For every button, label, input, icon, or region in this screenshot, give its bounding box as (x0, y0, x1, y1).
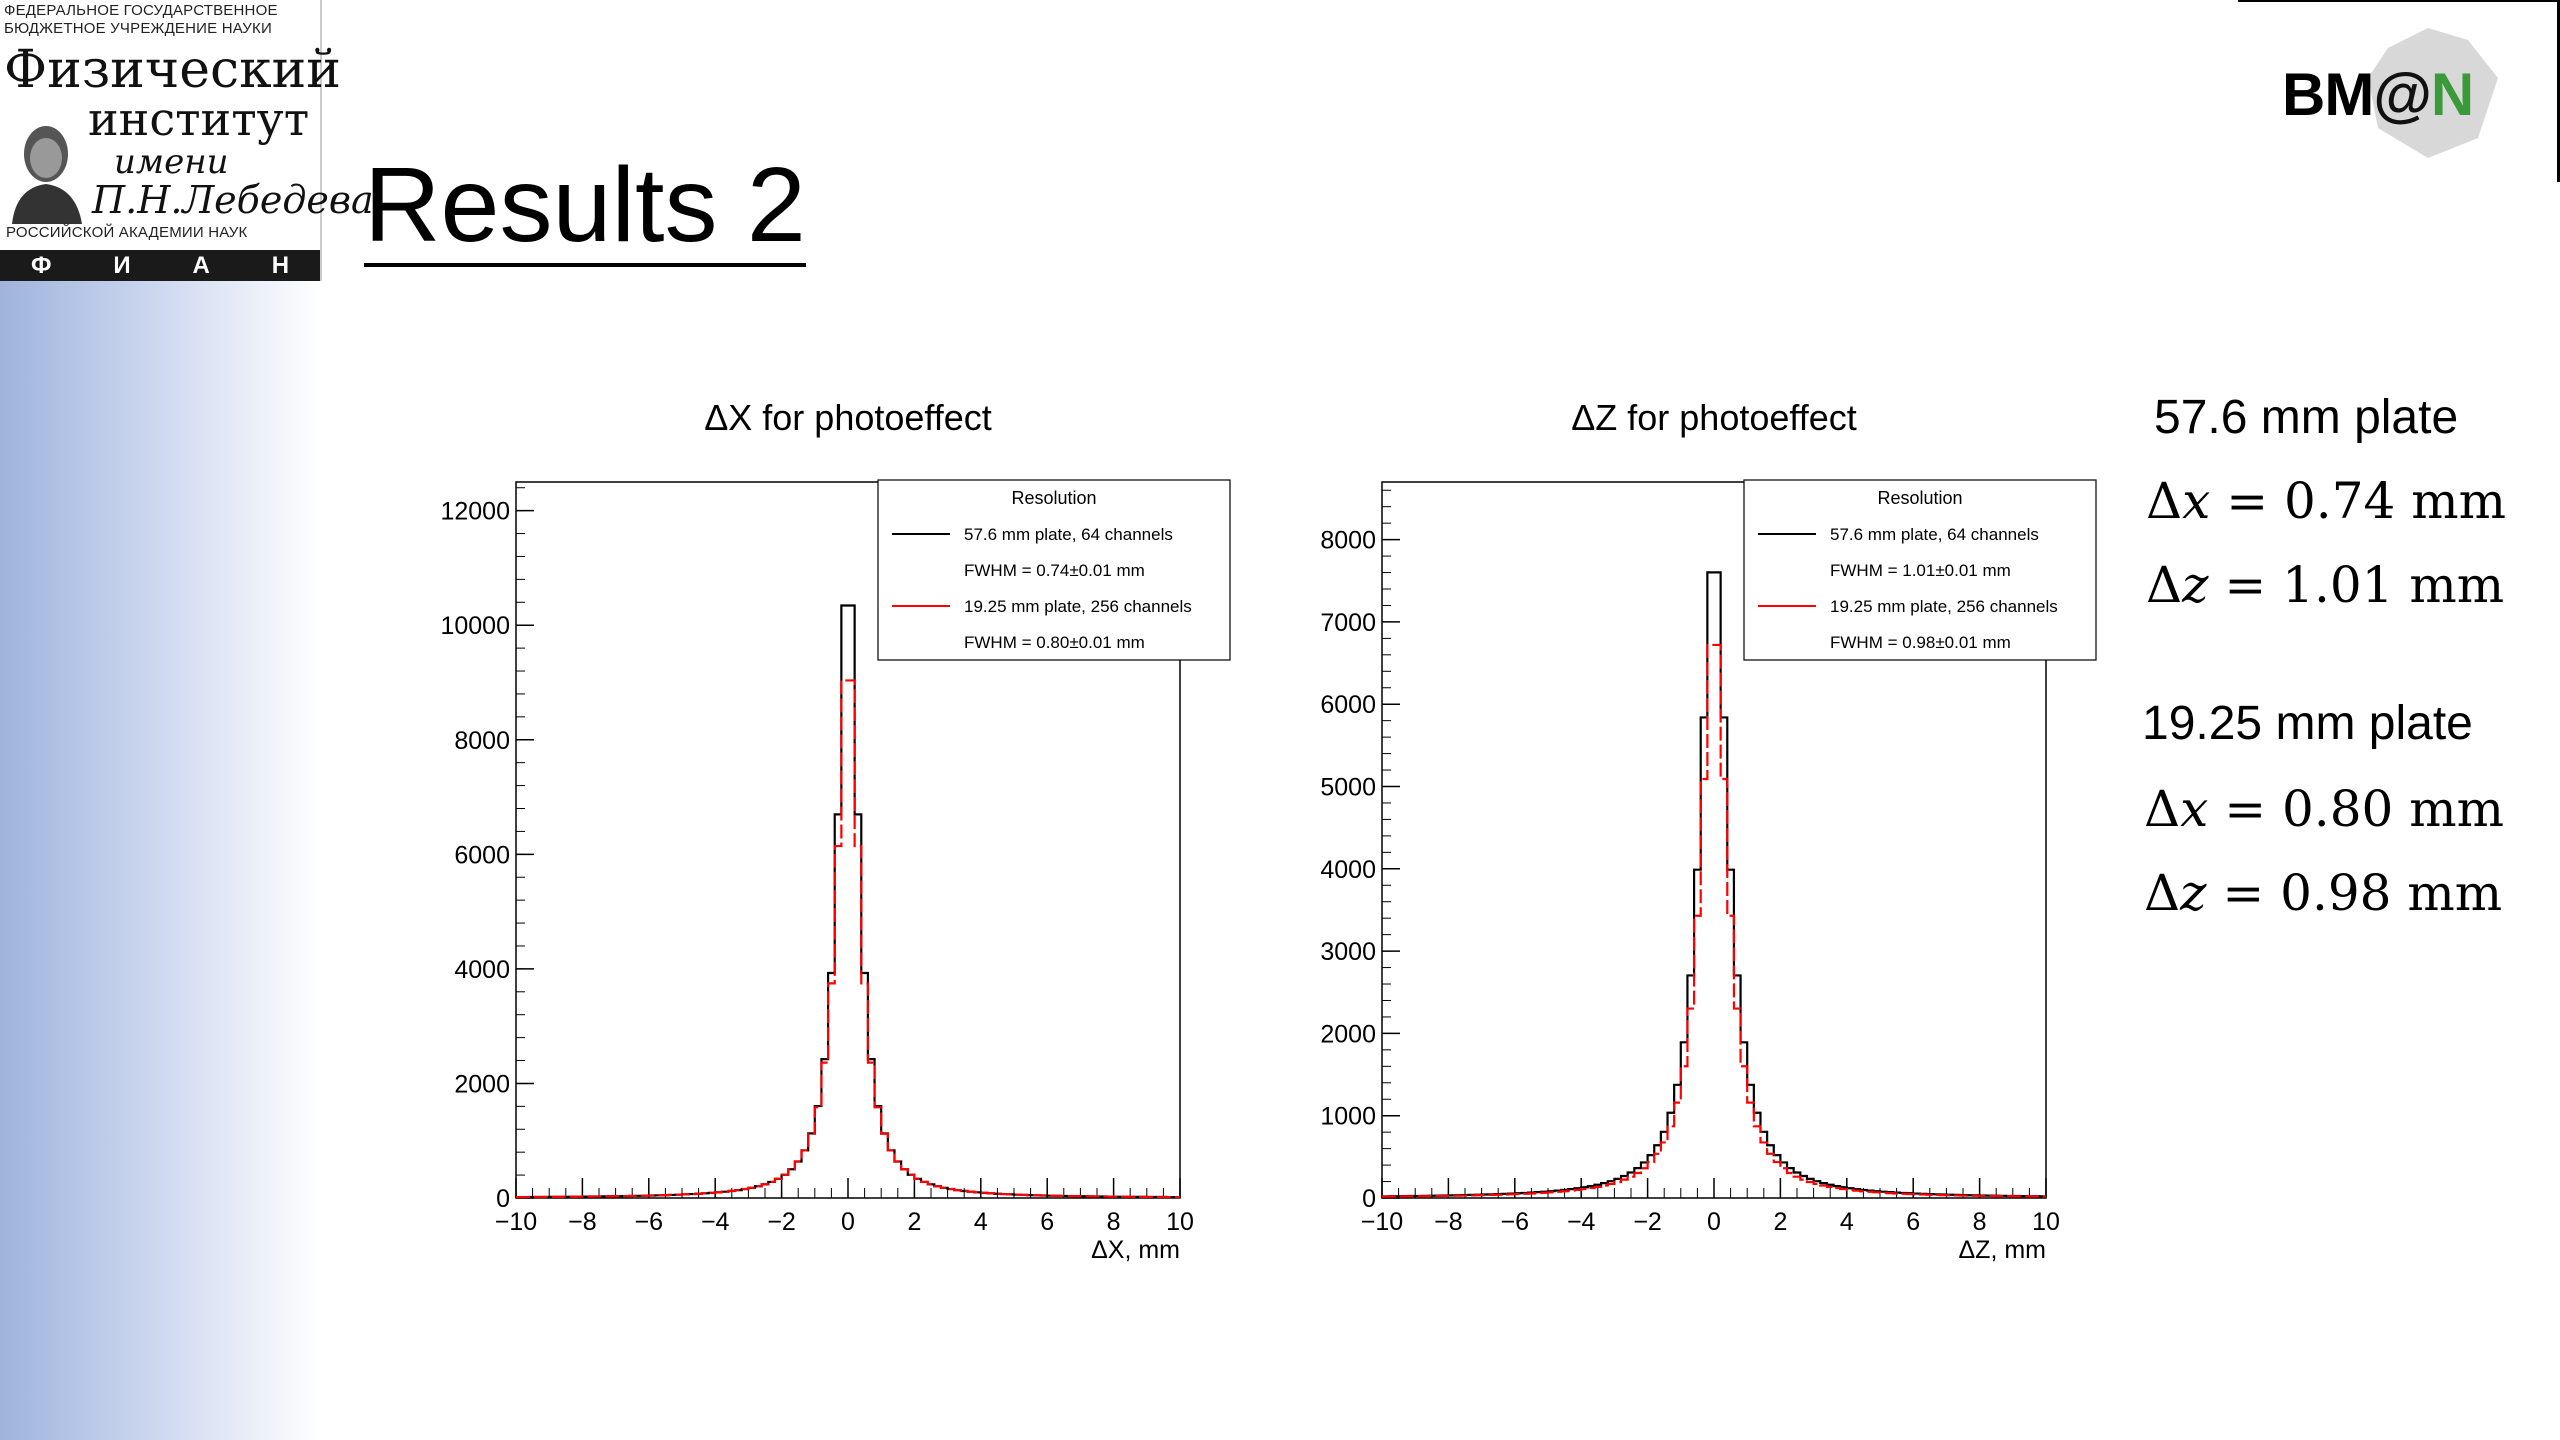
legend-sublabel: FWHM = 0.74±0.01 mm (964, 561, 1145, 580)
x-tick-label: 6 (1906, 1208, 1920, 1236)
bmn-wordmark: BM@N (2282, 60, 2474, 129)
bmn-text-b: @ (2373, 61, 2432, 128)
x-axis-label: ΔX, mm (1091, 1236, 1180, 1264)
y-tick-label: 2000 (454, 1070, 510, 1098)
y-tick-label: 3000 (1320, 938, 1376, 966)
logo-line2: БЮДЖЕТНОЕ УЧРЕЖДЕНИЕ НАУКИ (4, 20, 272, 37)
plate2-dz: Δz = 0.98 mm (2144, 864, 2503, 922)
x-tick-label: 0 (1707, 1208, 1721, 1236)
x-tick-label: −6 (635, 1208, 664, 1236)
chart-delta-x: ΔX for photoeffect 0 2000 4000 6000 8000 10000… (440, 397, 1231, 1264)
x-tick-label: −4 (701, 1208, 730, 1236)
x-tick-label: −2 (767, 1208, 796, 1236)
x-tick-label: 6 (1040, 1208, 1054, 1236)
band-letter: И (113, 251, 131, 279)
y-tick-label: 4000 (1320, 856, 1376, 884)
y-tick-label: 6000 (454, 841, 510, 869)
plate1-dz: Δz = 1.01 mm (2146, 556, 2505, 614)
y-tick-label: 2000 (1320, 1020, 1376, 1048)
legend-sublabel: FWHM = 0.80±0.01 mm (964, 633, 1145, 652)
y-tick-label: 8000 (1320, 527, 1376, 555)
y-tick-label: 10000 (440, 612, 510, 640)
legend-title: Resolution (1011, 488, 1096, 508)
chart-title: ΔZ for photoeffect (1571, 397, 1857, 438)
logo-line1: ФЕДЕРАЛЬНОЕ ГОСУДАРСТВЕННОЕ (4, 2, 278, 19)
x-tick-label: 10 (1166, 1208, 1194, 1236)
y-tick-label: 0 (496, 1185, 510, 1213)
legend-sublabel: FWHM = 1.01±0.01 mm (1830, 561, 2011, 580)
legend-box (877, 479, 1231, 661)
y-tick-label: 1000 (1320, 1103, 1376, 1131)
series-line (516, 679, 1180, 1199)
x-tick-label: 4 (1840, 1208, 1854, 1236)
x-tick-label: 10 (2032, 1208, 2060, 1236)
plate1-dx: Δx = 0.74 mm (2146, 472, 2507, 530)
x-tick-label: 8 (1107, 1208, 1121, 1236)
legend-label: 57.6 mm plate, 64 channels (1830, 525, 2039, 544)
plate2-dx: Δx = 0.80 mm (2144, 780, 2505, 838)
x-tick-label: 8 (1973, 1208, 1987, 1236)
plate1-label: 57.6 mm plate (2154, 391, 2459, 444)
band-letter: Ф (30, 251, 52, 279)
logo-name3: имени (114, 142, 229, 182)
legend-sublabel: FWHM = 0.98±0.01 mm (1830, 633, 2011, 652)
series-line (1382, 571, 2046, 1198)
x-tick-label: 2 (907, 1208, 921, 1236)
x-tick-label: −6 (1501, 1208, 1530, 1236)
y-tick-label: 5000 (1320, 774, 1376, 802)
x-axis-label: ΔZ, mm (1958, 1236, 2046, 1264)
y-tick-label: 0 (1362, 1185, 1376, 1213)
x-tick-label: 2 (1773, 1208, 1787, 1236)
plate1-dx-value: 0.74 mm (2284, 472, 2507, 530)
logo-band: Ф И А Н (0, 250, 320, 281)
x-tick-label: −10 (495, 1208, 537, 1236)
plate1-dz-value: 1.01 mm (2282, 556, 2505, 614)
legend-label: 19.25 mm plate, 256 channels (964, 597, 1192, 616)
chart-title: ΔX for photoeffect (704, 397, 992, 438)
y-tick-label: 7000 (1320, 609, 1376, 637)
y-tick-label: 12000 (440, 498, 510, 526)
map-silhouette-icon (2368, 28, 2498, 158)
x-tick-label: −4 (1567, 1208, 1596, 1236)
legend-label: 57.6 mm plate, 64 channels (964, 525, 1173, 544)
band-letter: А (192, 251, 210, 279)
x-tick-label: −8 (1434, 1208, 1463, 1236)
slide-title: Results 2 (364, 149, 806, 268)
y-tick-label: 8000 (454, 727, 510, 755)
legend-title: Resolution (1877, 488, 1962, 508)
legend-label: 19.25 mm plate, 256 channels (1830, 597, 2058, 616)
x-tick-label: 4 (974, 1208, 988, 1236)
fian-logo: ФЕДЕРАЛЬНОЕ ГОСУДАРСТВЕННОЕ БЮДЖЕТНОЕ УЧ… (0, 0, 374, 281)
x-tick-label: 0 (841, 1208, 855, 1236)
logo-line3: РОССИЙСКОЙ АКАДЕМИИ НАУК (6, 224, 248, 241)
bmn-logo: BM@N (2238, 0, 2560, 182)
logo-name1: Физический (4, 40, 341, 100)
legend-box (1743, 479, 2097, 661)
logo-name2: институт (88, 92, 310, 146)
bmn-text-c: N (2430, 61, 2474, 128)
x-tick-label: −8 (568, 1208, 597, 1236)
series-line (516, 604, 1180, 1199)
series-line (1382, 643, 2046, 1198)
x-tick-label: −2 (1633, 1208, 1662, 1236)
y-tick-label: 4000 (454, 956, 510, 984)
band-letter: Н (271, 251, 290, 279)
x-tick-label: −10 (1361, 1208, 1403, 1236)
portrait-icon (12, 126, 82, 224)
logo-name4: П.Н.Лебедева (92, 178, 374, 222)
bmn-text-a: BM (2282, 61, 2374, 128)
plate2-dz-value: 0.98 mm (2280, 864, 2503, 922)
plate2-dx-value: 0.80 mm (2282, 780, 2505, 838)
y-tick-label: 6000 (1320, 691, 1376, 719)
chart-delta-z: ΔZ for photoeffect 0 1000 2000 3000 4000 5000 6… (1320, 397, 2097, 1264)
plate2-label: 19.25 mm plate (2142, 697, 2473, 750)
